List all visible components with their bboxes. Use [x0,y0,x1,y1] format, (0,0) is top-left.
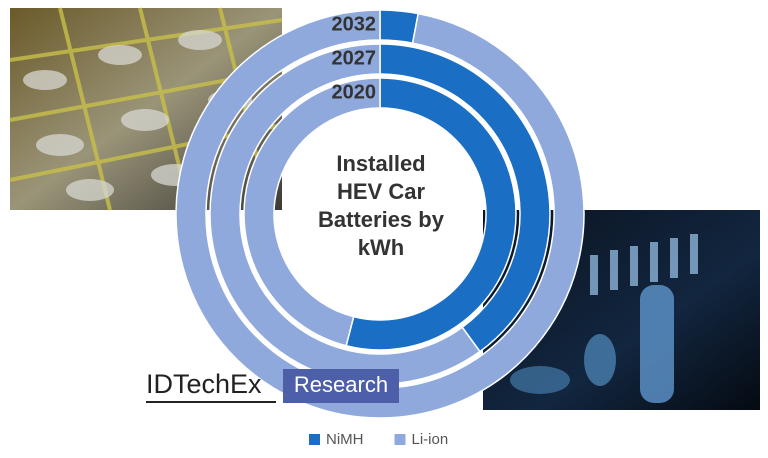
chart-title: Installed HEV Car Batteries by kWh [318,151,444,260]
ring-label: 2027 [332,47,377,69]
legend-label: NiMH [326,431,364,448]
legend-swatch [309,434,320,445]
legend-label: Li-ion [412,431,449,448]
donut-segment [243,77,381,347]
donut-segment [345,77,517,351]
donut-segment [379,9,420,44]
legend-swatch [394,434,406,445]
logo: IDTechEx Research [146,369,399,403]
logo-brand: IDTechEx [146,369,262,399]
donut: 2020 2027 2032 [175,9,585,419]
legend: NiMH Li-ion [309,431,448,448]
donut-segment [175,9,585,419]
ring-label: 2032 [332,13,377,35]
logo-tag: Research [294,372,388,397]
donut-segment [209,43,481,385]
ring-label: 2020 [332,81,377,103]
